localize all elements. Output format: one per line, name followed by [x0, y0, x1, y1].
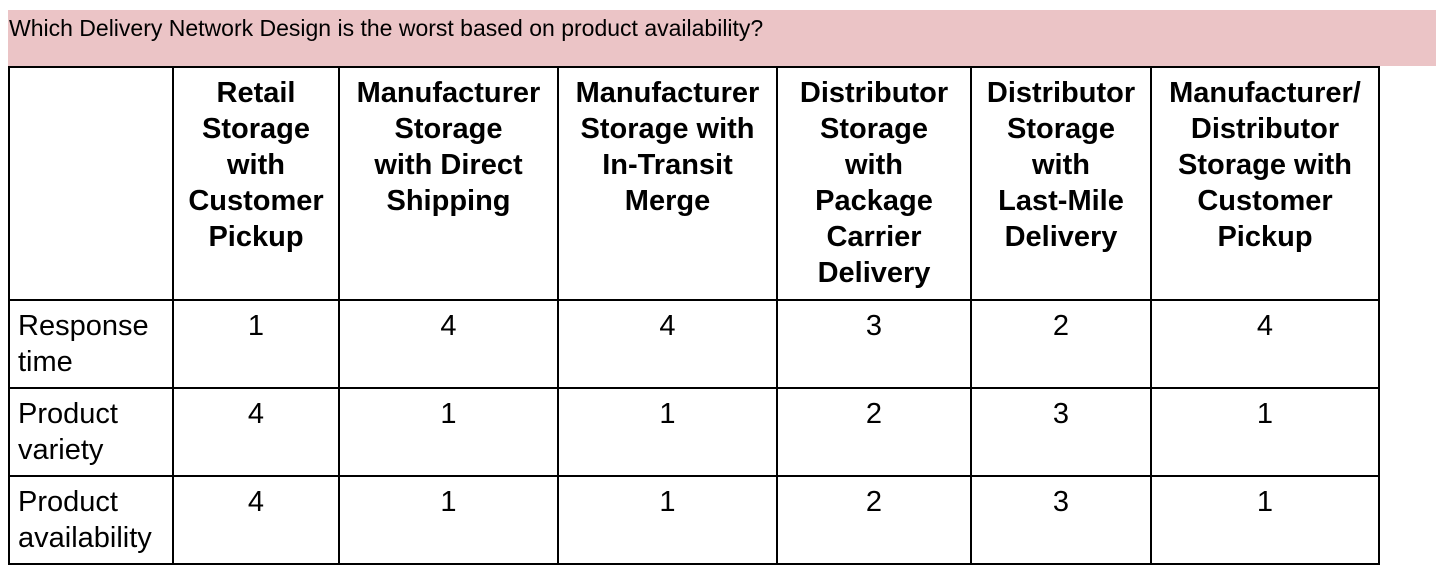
table-cell: 4: [557, 299, 778, 389]
table-cell: 3: [776, 299, 972, 389]
table-cell: 1: [1150, 387, 1380, 477]
row-label-line: Product: [18, 398, 118, 430]
column-header-line: Pickup: [208, 221, 304, 253]
row-label-line: Response: [18, 310, 149, 342]
table-cell: 4: [338, 299, 559, 389]
column-header-line: Carrier: [826, 221, 922, 253]
table-cell: 2: [776, 387, 972, 477]
column-header-line: Merge: [624, 185, 711, 217]
table-cell: 1: [557, 387, 778, 477]
row-label: Response time: [8, 299, 174, 389]
row-label-line: variety: [18, 434, 104, 466]
column-header-line: Delivery: [817, 257, 931, 289]
column-header-line: Manufacturer: [356, 77, 541, 109]
row-label-line: time: [18, 346, 73, 378]
table-cell: 1: [172, 299, 340, 389]
column-header-line: Shipping: [386, 185, 511, 217]
column-header-line: In-Transit: [602, 149, 733, 181]
table-cell: 2: [776, 475, 972, 565]
row-label-line: Product: [18, 486, 118, 518]
column-header-line: Storage: [1007, 113, 1115, 145]
comparison-table: Retail Storage with Customer Pickup Manu…: [8, 66, 1380, 565]
column-header-line: Storage: [394, 113, 503, 145]
table-row: Product variety 4 1 1 2 3 1: [8, 387, 1380, 477]
table-cell: 1: [1150, 475, 1380, 565]
table-cell: 3: [970, 475, 1152, 565]
column-header-line: Delivery: [1004, 221, 1118, 253]
question-banner: Which Delivery Network Design is the wor…: [8, 10, 1436, 66]
column-header: Retail Storage with Customer Pickup: [172, 66, 340, 301]
column-header: Distributor Storage with Package Carrier…: [776, 66, 972, 301]
row-label: Product variety: [8, 387, 174, 477]
header-row: Retail Storage with Customer Pickup Manu…: [8, 66, 1380, 301]
column-header-line: Package: [815, 185, 933, 217]
column-header-line: Customer: [188, 185, 324, 217]
column-header-line: Storage: [820, 113, 928, 145]
table-cell: 3: [970, 387, 1152, 477]
row-label: Product availability: [8, 475, 174, 565]
column-header-line: Storage: [202, 113, 310, 145]
column-header-line: with: [845, 149, 903, 181]
question-text: Which Delivery Network Design is the wor…: [9, 15, 764, 41]
table-cell: 2: [970, 299, 1152, 389]
column-header-line: with Direct: [374, 149, 523, 181]
table-cell: 4: [172, 387, 340, 477]
table-row: Response time 1 4 4 3 2 4: [8, 299, 1380, 389]
column-header-line: Retail: [216, 77, 296, 109]
column-header-line: with: [1032, 149, 1090, 181]
table-cell: 4: [172, 475, 340, 565]
column-header-line: Distributor: [986, 77, 1136, 109]
column-header-line: with: [227, 149, 285, 181]
column-header-line: Pickup: [1217, 221, 1313, 253]
column-header-line: Manufacturer: [575, 77, 760, 109]
column-header: Manufacturer/ Distributor Storage with C…: [1150, 66, 1380, 301]
column-header: Distributor Storage with Last-Mile Deliv…: [970, 66, 1152, 301]
column-header: Manufacturer Storage with Direct Shippin…: [338, 66, 559, 301]
column-header: Manufacturer Storage with In-Transit Mer…: [557, 66, 778, 301]
table-cell: 1: [338, 387, 559, 477]
table-row: Product availability 4 1 1 2 3 1: [8, 475, 1380, 565]
table-cell: 4: [1150, 299, 1380, 389]
table-cell: 1: [338, 475, 559, 565]
table-cell: 1: [557, 475, 778, 565]
corner-cell: [8, 66, 174, 301]
row-label-line: availability: [18, 522, 152, 554]
column-header-line: Customer: [1197, 185, 1333, 217]
column-header-line: Last-Mile: [998, 185, 1124, 217]
column-header-line: Storage with: [580, 113, 755, 145]
column-header-line: Distributor: [799, 77, 949, 109]
column-header-line: Storage with: [1177, 149, 1352, 181]
column-header-line: Distributor: [1190, 113, 1340, 145]
column-header-line: Manufacturer/: [1169, 77, 1361, 109]
